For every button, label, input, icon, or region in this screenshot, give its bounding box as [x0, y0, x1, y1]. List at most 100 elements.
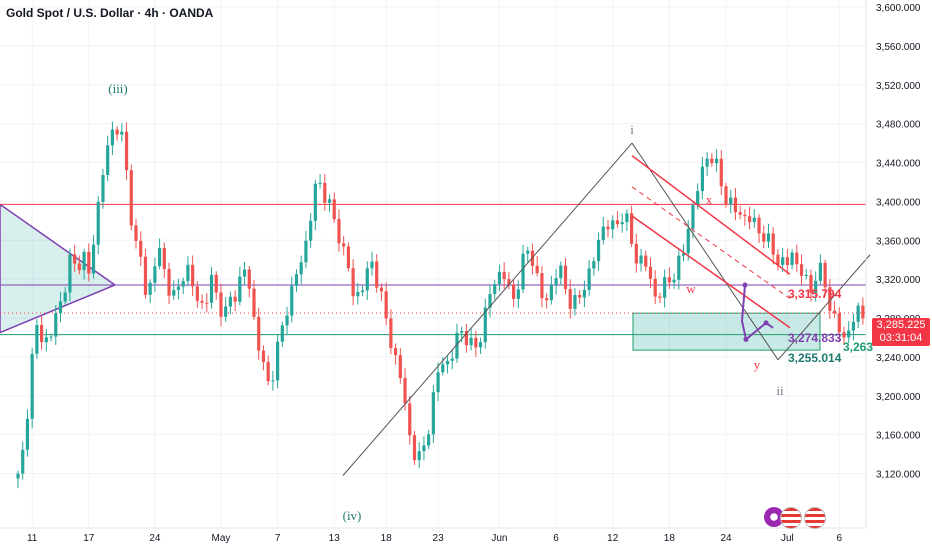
- candle-body: [809, 275, 813, 293]
- candle-body: [776, 254, 780, 265]
- candle-body: [592, 261, 596, 269]
- candle-body: [842, 332, 846, 338]
- candle-body: [549, 284, 553, 301]
- candle-body: [766, 233, 771, 242]
- candle-body: [648, 266, 653, 279]
- x-tick-label: 23: [433, 533, 445, 544]
- candle-body: [290, 285, 294, 316]
- candle-body: [535, 265, 539, 274]
- candle-body: [578, 295, 582, 298]
- candle-body: [832, 310, 837, 314]
- candle-body: [686, 228, 690, 254]
- red-channel-upper: [631, 155, 791, 275]
- candle-body: [478, 342, 483, 348]
- candle-body: [691, 205, 695, 229]
- candle-body: [582, 289, 586, 298]
- candle-body: [384, 291, 388, 319]
- candle-body: [696, 191, 700, 206]
- candle-body: [516, 289, 520, 299]
- current-price-tag: 3,285.225 03:31:04: [872, 318, 930, 346]
- candle-body: [77, 263, 81, 271]
- candle-body: [464, 331, 468, 346]
- candle-body: [738, 212, 742, 215]
- candle-body: [285, 315, 289, 326]
- candle-body: [771, 233, 775, 255]
- candle-body: [360, 290, 365, 293]
- candle-body: [25, 418, 30, 450]
- candle-body: [124, 131, 129, 171]
- wave-label: y: [754, 357, 761, 372]
- wave-label: (iv): [343, 508, 362, 523]
- candle-body: [299, 262, 303, 275]
- y-tick-label: 3,320.000: [876, 275, 921, 286]
- us-flag-icon[interactable]: [780, 507, 802, 529]
- candle-body: [559, 265, 563, 279]
- candle-body: [35, 325, 39, 354]
- y-tick-label: 3,120.000: [876, 470, 921, 481]
- y-tick-label: 3,480.000: [876, 120, 921, 131]
- candle-body: [804, 275, 808, 277]
- candle-body: [611, 220, 615, 230]
- candle-body: [790, 252, 794, 265]
- x-tick-label: 12: [607, 533, 619, 544]
- candle-body: [224, 306, 228, 317]
- chart-title: Gold Spot / U.S. Dollar · 4h · OANDA: [6, 6, 214, 20]
- candle-body: [261, 350, 266, 363]
- candle-body: [143, 256, 148, 295]
- candle-body: [710, 158, 714, 164]
- candle-body: [323, 182, 327, 203]
- candle-body: [667, 277, 671, 283]
- candle-body: [68, 254, 72, 293]
- candle-body: [16, 473, 20, 479]
- y-tick-label: 3,160.000: [876, 431, 921, 442]
- candle-body: [455, 332, 459, 359]
- candle-body: [493, 284, 497, 295]
- candle-body: [408, 403, 412, 436]
- wave-label: x: [706, 192, 713, 207]
- x-tick-label: 18: [381, 533, 393, 544]
- left-wedge-triangle: [0, 203, 117, 334]
- candle-body: [417, 451, 421, 461]
- candle-body: [271, 380, 275, 382]
- price-level-label: 3,263: [843, 340, 873, 354]
- candle-body: [762, 233, 766, 242]
- candle-body: [639, 255, 643, 264]
- x-tick-label: 18: [664, 533, 676, 544]
- candle-body: [663, 277, 667, 298]
- candle-body: [748, 216, 752, 223]
- candle-body: [73, 254, 77, 264]
- candle-body: [54, 313, 58, 337]
- pattern-point: [742, 282, 748, 288]
- wave-label: i: [630, 122, 634, 137]
- us-flag-icon-2[interactable]: [804, 507, 826, 529]
- candle-body: [332, 199, 336, 220]
- candle-body: [743, 214, 747, 217]
- candle-body: [856, 305, 860, 322]
- x-tick-label: 24: [149, 533, 161, 544]
- candle-body: [644, 255, 648, 267]
- flash-icon[interactable]: [764, 507, 784, 527]
- candle-body: [488, 294, 492, 308]
- candle-body: [596, 239, 601, 262]
- candle-body: [540, 273, 544, 299]
- candle-body: [148, 282, 152, 295]
- candle-body: [497, 271, 502, 285]
- candle-body: [828, 287, 832, 311]
- candle-body: [630, 213, 634, 244]
- candle-body: [521, 253, 525, 290]
- pattern-point: [743, 336, 749, 342]
- candle-body: [247, 269, 251, 289]
- candle-body: [785, 257, 789, 265]
- candle-body: [851, 321, 856, 331]
- candle-body: [167, 268, 171, 296]
- x-tick-label: 7: [275, 533, 281, 544]
- candle-body: [186, 264, 190, 282]
- support-zone: [632, 312, 821, 351]
- candle-body: [172, 289, 176, 296]
- candle-body: [681, 253, 686, 256]
- candle-body: [82, 251, 86, 271]
- candle-body: [40, 325, 44, 343]
- candle-body: [502, 271, 506, 280]
- wave-line-ii-up: [777, 254, 871, 361]
